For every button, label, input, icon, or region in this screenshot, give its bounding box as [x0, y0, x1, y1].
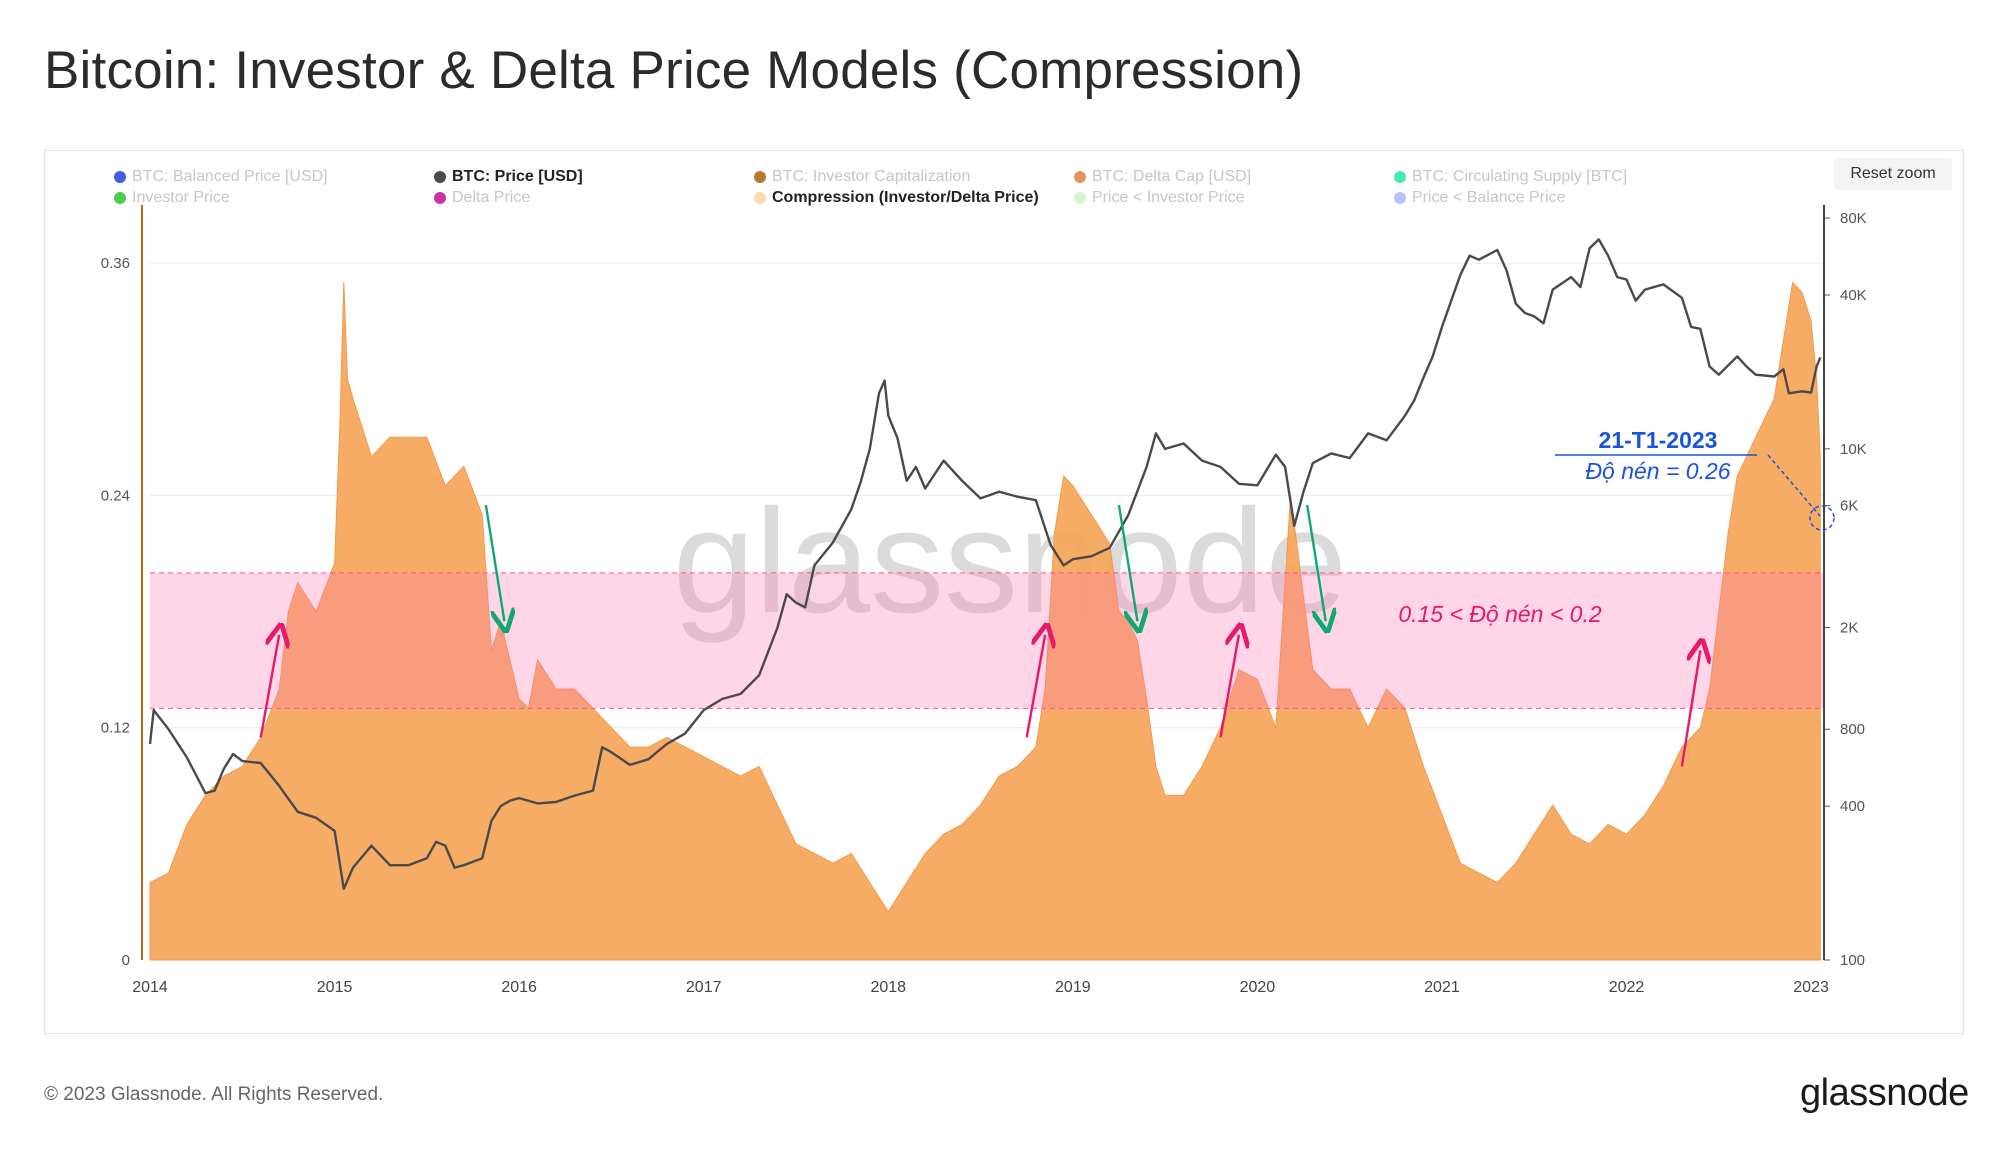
copyright: © 2023 Glassnode. All Rights Reserved.	[44, 1084, 384, 1105]
compression-series	[149, 281, 1821, 961]
legend-item-price-lt-balance[interactable]: Price < Balance Price	[1394, 189, 1565, 207]
up-arrow	[1025, 635, 1045, 738]
legend-dot-icon	[1074, 171, 1086, 183]
right-tick-label: 10K	[1840, 441, 1867, 458]
legend-dot-icon	[434, 192, 446, 204]
x-tick-label: 2020	[1240, 979, 1276, 996]
x-tick-label: 2023	[1793, 979, 1829, 996]
price-series	[148, 238, 1822, 890]
reset-zoom-button[interactable]: Reset zoom	[1834, 158, 1952, 190]
right-tick-label: 800	[1840, 721, 1865, 738]
legend-item-delta-price[interactable]: Delta Price	[434, 189, 530, 207]
x-tick-label: 2019	[1055, 979, 1091, 996]
down-arrow	[1117, 504, 1137, 621]
legend-dot-icon	[114, 171, 126, 183]
highlight-band	[150, 572, 1824, 709]
left-tick-label: 0.24	[101, 487, 130, 504]
x-tick-label: 2018	[870, 979, 906, 996]
left-tick-label: 0.36	[101, 255, 130, 272]
left-tick-label: 0	[122, 952, 130, 969]
x-tick-label: 2021	[1424, 979, 1460, 996]
legend-dot-icon	[754, 192, 766, 204]
legend-item-balanced-price[interactable]: BTC: Balanced Price [USD]	[114, 168, 328, 186]
legend-item-compression[interactable]: Compression (Investor/Delta Price)	[754, 189, 1039, 207]
right-tick-label: 6K	[1840, 498, 1858, 515]
legend-label: Price < Investor Price	[1092, 189, 1245, 206]
callout-date: 21-T1-2023	[1599, 427, 1718, 453]
brand-logo: glassnode	[1800, 1072, 1969, 1114]
watermark-text: glassnode	[673, 479, 1348, 644]
legend-dot-icon	[1394, 192, 1406, 204]
right-tick-label: 100	[1840, 952, 1865, 969]
legend-item-circulating-supply[interactable]: BTC: Circulating Supply [BTC]	[1394, 168, 1627, 186]
up-arrow	[1680, 650, 1700, 767]
left-tick-label: 0.12	[101, 720, 130, 737]
legend-dot-icon	[1394, 171, 1406, 183]
legend-dot-icon	[114, 192, 126, 204]
chart-frame	[44, 150, 1964, 1034]
legend-label: BTC: Investor Capitalization	[772, 168, 971, 185]
watermark: glassnode	[673, 479, 1348, 644]
callout-leader	[1767, 454, 1821, 517]
right-tick-label: 400	[1840, 798, 1865, 815]
legend-item-delta-cap[interactable]: BTC: Delta Cap [USD]	[1074, 168, 1251, 186]
legend-label: Investor Price	[132, 189, 230, 206]
axes: 0 0.12 0.24 0.36 100 400 800 2K 6K 10K 40K 80K 2014 2…	[101, 205, 1867, 996]
x-tick-label: 2017	[686, 979, 722, 996]
up-arrow	[259, 635, 279, 738]
page-title: Bitcoin: Investor & Delta Price Models (…	[44, 41, 1304, 100]
x-tick-label: 2022	[1609, 979, 1645, 996]
up-arrow	[1219, 635, 1238, 738]
legend-item-investor-cap[interactable]: BTC: Investor Capitalization	[754, 168, 970, 186]
legend-label: BTC: Price [USD]	[452, 168, 583, 185]
down-arrow	[484, 504, 504, 621]
x-tick-label: 2015	[317, 979, 353, 996]
legend-item-investor-price[interactable]: Investor Price	[114, 189, 230, 207]
legend-label: BTC: Delta Cap [USD]	[1092, 168, 1252, 185]
callout-value: Độ nén = 0.26	[1585, 458, 1730, 484]
right-tick-label: 40K	[1840, 287, 1867, 304]
legend-label: Delta Price	[452, 189, 531, 206]
legend-dot-icon	[434, 171, 446, 183]
price-line	[148, 238, 1822, 890]
legend-item-price-lt-investor[interactable]: Price < Investor Price	[1074, 189, 1245, 207]
compression-area	[149, 281, 1821, 961]
band-rect	[150, 572, 1824, 709]
legend-item-btc-price[interactable]: BTC: Price [USD]	[434, 168, 583, 186]
legend-label: BTC: Circulating Supply [BTC]	[1412, 168, 1628, 185]
right-tick-label: 2K	[1840, 620, 1858, 637]
legend-dot-icon	[754, 171, 766, 183]
legend-dot-icon	[1074, 192, 1086, 204]
x-tick-label: 2014	[132, 979, 168, 996]
annotations: 0.15 < Độ nén < 0.2 21-T1-2023 Độ nén = 0.…	[259, 427, 1835, 767]
legend-label: Compression (Investor/Delta Price)	[772, 189, 1039, 206]
legend-label: Price < Balance Price	[1412, 189, 1566, 206]
right-tick-label: 80K	[1840, 210, 1867, 227]
legend-label: BTC: Balanced Price [USD]	[132, 168, 328, 185]
band-label: 0.15 < Độ nén < 0.2	[1398, 601, 1602, 627]
x-tick-label: 2016	[501, 979, 537, 996]
down-arrow	[1306, 504, 1325, 621]
callout-circle	[1809, 505, 1835, 531]
